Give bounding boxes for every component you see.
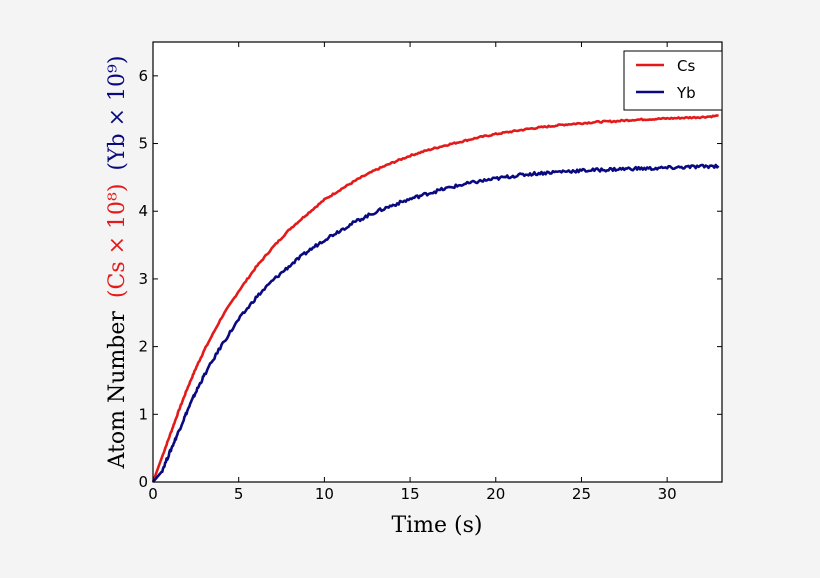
x-tick-label: 25	[572, 485, 591, 503]
y-tick-label: 0	[138, 473, 148, 491]
y-tick-label: 5	[138, 135, 148, 153]
y-tick-label: 6	[138, 67, 148, 85]
y-tick-label: 3	[138, 270, 148, 288]
y-tick-label: 1	[138, 405, 148, 423]
x-tick-label: 10	[315, 485, 334, 503]
x-tick-label: 20	[486, 485, 505, 503]
y-tick-label: 2	[138, 338, 148, 356]
legend-label-yb: Yb	[676, 84, 696, 102]
legend-box	[623, 50, 723, 111]
x-axis-title: Time (s)	[391, 513, 482, 538]
series-line-yb	[152, 163, 720, 483]
y-axis-title: Atom Number (Cs × 10⁸) (Yb × 10⁹)	[105, 56, 130, 470]
y-axis-title-yb: (Yb × 10⁹)	[105, 56, 130, 171]
x-tick-label: 30	[658, 485, 677, 503]
plot-frame	[152, 41, 723, 483]
series-layer	[151, 114, 720, 483]
y-axis-title-cs: (Cs × 10⁸)	[105, 184, 130, 299]
legend-label-cs: Cs	[677, 57, 695, 75]
y-axis-title-prefix: Atom Number	[105, 311, 130, 470]
ticks-layer: 0 5 10 15 20 25 30 0 1 2 3 4 5 6	[138, 42, 722, 503]
x-tick-label: 5	[234, 485, 244, 503]
x-tick-label: 0	[148, 485, 158, 503]
x-tick-label: 15	[401, 485, 420, 503]
series-line-cs	[151, 114, 719, 483]
plot-area	[153, 42, 722, 482]
legend: Cs Yb	[623, 50, 723, 111]
y-tick-label: 4	[138, 202, 148, 220]
